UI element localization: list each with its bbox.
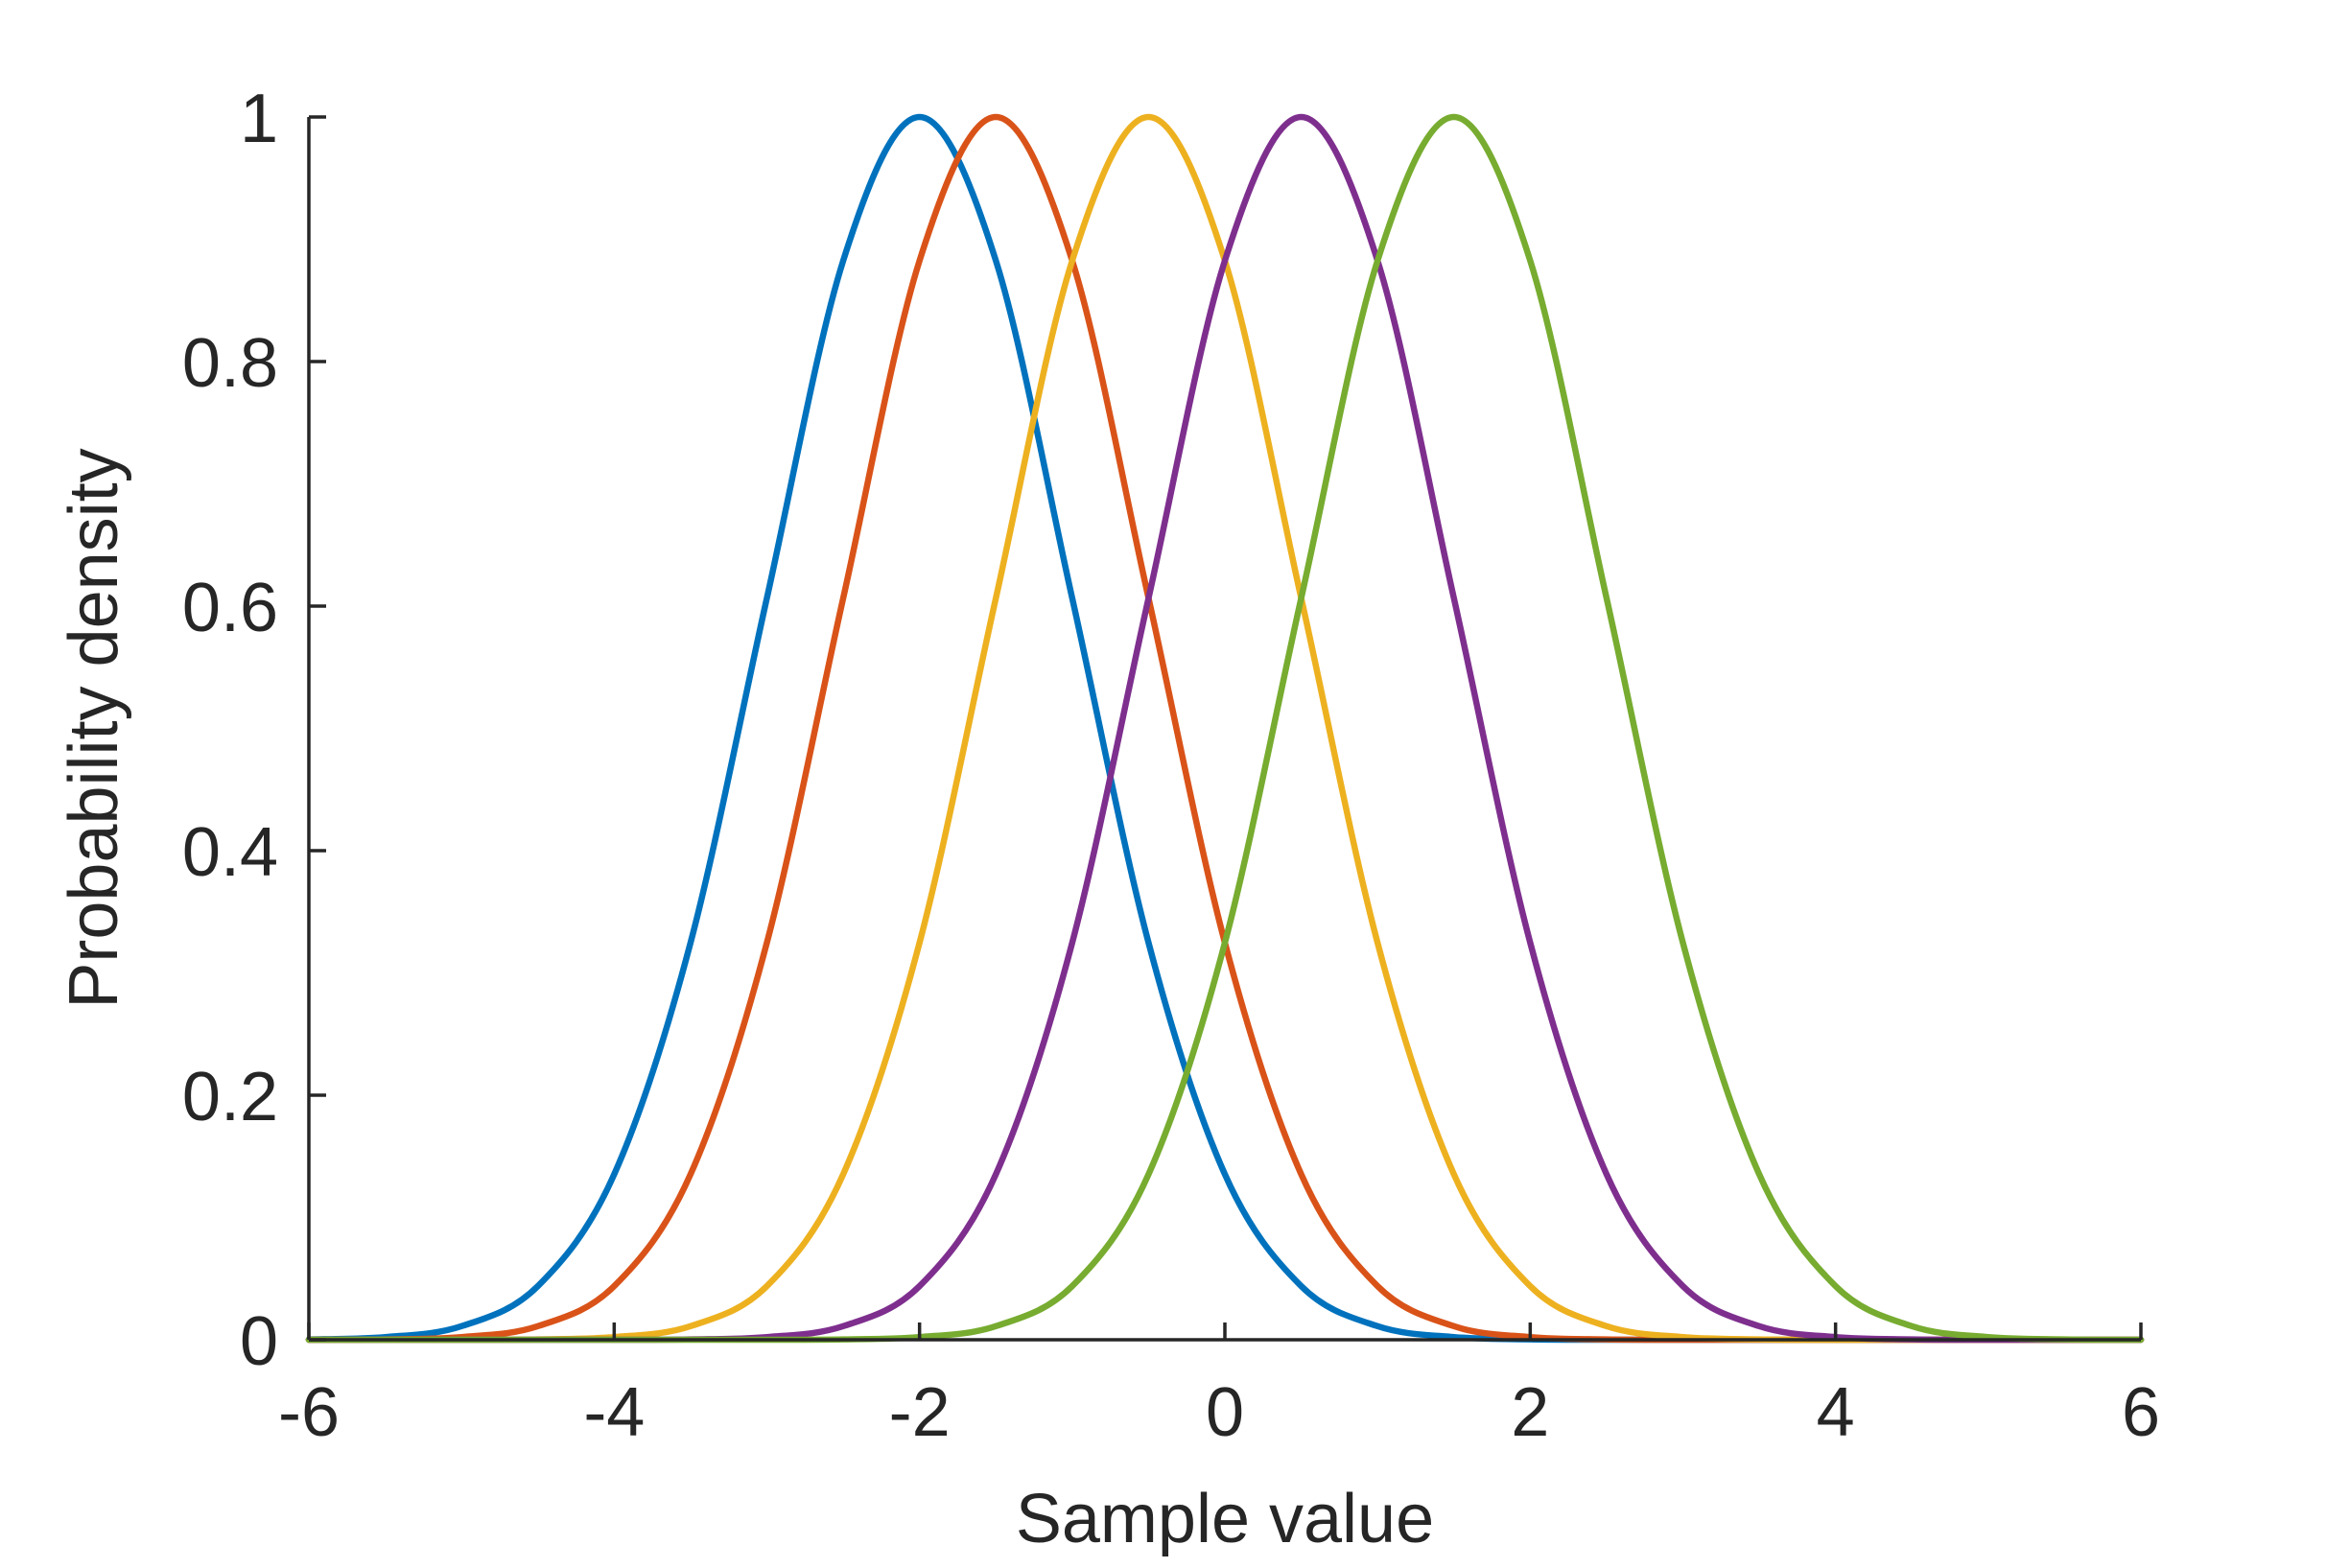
x-tick-label: -2 [889, 1374, 951, 1451]
series-line-3 [305, 113, 2145, 1344]
x-tick-label: -6 [278, 1374, 340, 1451]
y-tick-label: 0.2 [182, 1059, 278, 1135]
y-tick-label: 0.6 [182, 570, 278, 646]
ticks-group: -6 -4 -2 0 2 4 6 0 0.2 0.4 0.6 0.8 1 [182, 81, 2160, 1451]
series-line-2 [305, 113, 2145, 1344]
x-axis-title: Sample value [1016, 1481, 1434, 1557]
series-line-5 [305, 113, 2145, 1344]
y-tick-label: 0.4 [182, 814, 278, 891]
x-tick-label: 0 [1206, 1374, 1244, 1451]
x-tick-label: -4 [583, 1374, 645, 1451]
series-line-1 [305, 113, 2145, 1344]
y-tick-label: 0 [240, 1303, 278, 1380]
x-tick-label: 4 [1817, 1374, 1855, 1451]
x-tick-label: 2 [1511, 1374, 1549, 1451]
x-tick-label: 6 [2122, 1374, 2160, 1451]
y-axis-title: Probability density [56, 448, 132, 1008]
y-tick-label: 1 [240, 81, 278, 157]
series-group [305, 113, 2145, 1344]
y-tick-label: 0.8 [182, 325, 278, 402]
axes-group [307, 117, 2141, 1342]
series-line-4 [305, 113, 2145, 1344]
